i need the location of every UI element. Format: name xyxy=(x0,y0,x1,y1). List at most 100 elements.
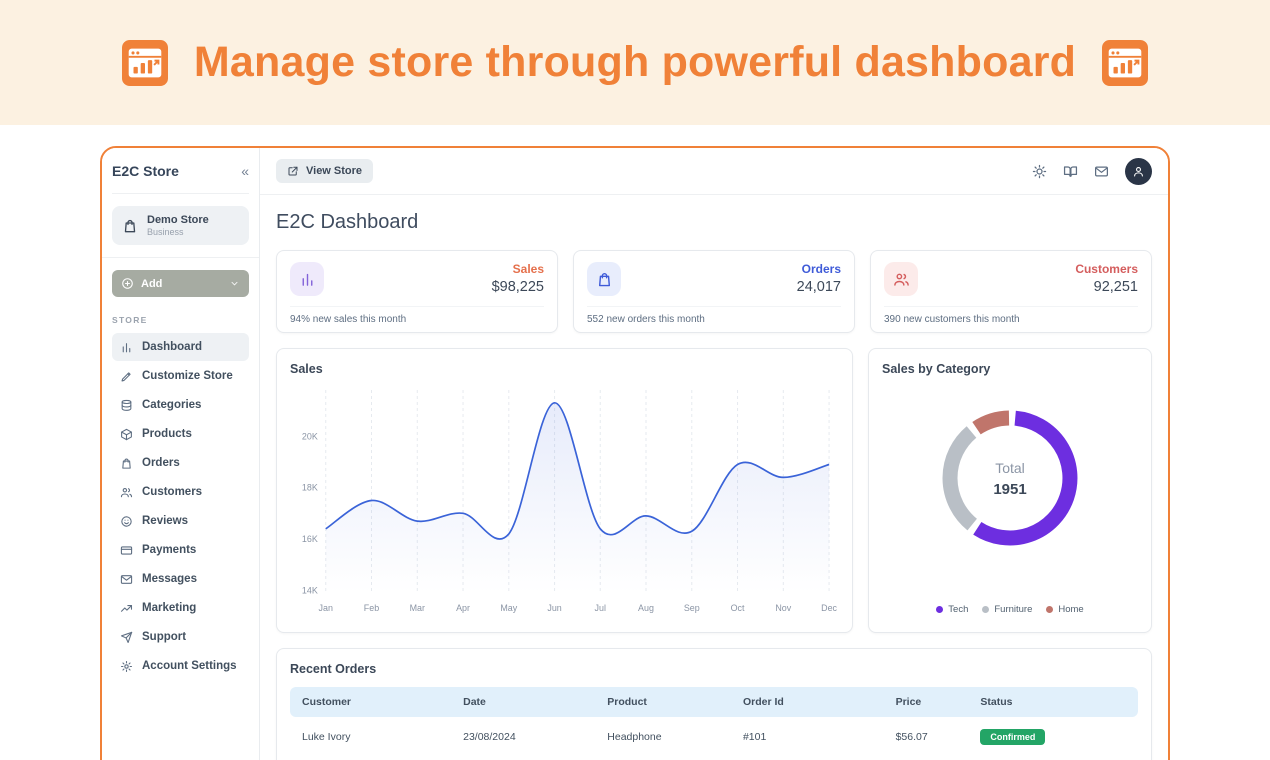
page-title: E2C Dashboard xyxy=(276,211,419,233)
sidebar-collapse-icon[interactable]: « xyxy=(241,162,249,179)
mail-icon xyxy=(120,573,133,586)
recent-orders-title: Recent Orders xyxy=(290,662,377,676)
chevron-down-icon xyxy=(229,278,240,289)
table-cell: #101 xyxy=(742,731,767,743)
sidebar-item-label: Customers xyxy=(142,486,203,498)
stat-caption: 94% new sales this month xyxy=(290,306,544,325)
svg-text:Jan: Jan xyxy=(319,603,333,613)
gear-icon xyxy=(120,660,133,673)
donut-wrap: Total 1951 xyxy=(882,394,1138,562)
sidebar-item-customize-store[interactable]: Customize Store xyxy=(112,362,249,390)
column-header-status: Status xyxy=(968,687,1138,717)
stat-label: Orders xyxy=(801,262,841,276)
donut-total-label: Total xyxy=(995,460,1025,476)
table-cell: Luke Ivory xyxy=(302,731,351,743)
column-header-price: Price xyxy=(883,687,969,717)
stat-value: 24,017 xyxy=(796,279,841,295)
svg-text:Jun: Jun xyxy=(547,603,561,613)
layers-icon xyxy=(120,399,133,412)
orders-table: Customer Date Product Order Id Price Status L… xyxy=(290,687,1138,757)
stat-caption: 390 new customers this month xyxy=(884,306,1138,325)
avatar[interactable] xyxy=(1125,157,1152,185)
stat-label: Sales xyxy=(512,262,544,276)
sidebar-item-messages[interactable]: Messages xyxy=(112,565,249,593)
sidebar-item-label: Payments xyxy=(142,544,197,556)
stats-row: Sales $98,225 94% new sales this month Orde… xyxy=(276,250,1152,333)
category-legend: Tech Furniture Home xyxy=(882,590,1138,619)
legend-item-home: Home xyxy=(1046,604,1084,615)
sidebar-item-marketing[interactable]: Marketing xyxy=(112,594,249,622)
sidebar: E2C Store « Demo Store Business Add STOR… xyxy=(102,148,260,760)
sidebar-item-products[interactable]: Products xyxy=(112,420,249,448)
stat-label: Customers xyxy=(1075,262,1138,276)
add-button-label: Add xyxy=(141,277,163,290)
svg-text:Sep: Sep xyxy=(684,603,700,613)
svg-text:Mar: Mar xyxy=(410,603,425,613)
svg-text:Apr: Apr xyxy=(456,603,470,613)
sidebar-item-label: Categories xyxy=(142,399,202,411)
topbar: View Store xyxy=(260,148,1168,195)
dashboard-content: E2C Dashboard Sales $98,225 94% new sales … xyxy=(260,195,1168,760)
svg-text:Aug: Aug xyxy=(638,603,654,613)
sidebar-item-label: Marketing xyxy=(142,602,197,614)
orders-table-head: Customer Date Product Order Id Price Status xyxy=(290,687,1138,717)
sidebar-item-account-settings[interactable]: Account Settings xyxy=(112,652,249,680)
bar-chart-icon xyxy=(290,262,324,296)
column-header-customer: Customer xyxy=(290,687,452,717)
brush-icon xyxy=(120,370,133,383)
add-button[interactable]: Add xyxy=(112,270,249,297)
view-store-button[interactable]: View Store xyxy=(276,159,374,183)
sidebar-item-categories[interactable]: Categories xyxy=(112,391,249,419)
table-header-row: Customer Date Product Order Id Price Status xyxy=(290,687,1138,717)
svg-text:Feb: Feb xyxy=(364,603,379,613)
sun-icon[interactable] xyxy=(1032,164,1047,179)
dashboard-logo-icon xyxy=(1102,39,1149,86)
svg-text:18K: 18K xyxy=(302,483,318,493)
sidebar-item-orders[interactable]: Orders xyxy=(112,449,249,477)
app-window: E2C Store « Demo Store Business Add STOR… xyxy=(100,146,1170,760)
svg-text:Jul: Jul xyxy=(595,603,606,613)
store-bag-icon xyxy=(122,218,138,234)
sidebar-item-label: Dashboard xyxy=(142,341,203,353)
sidebar-item-label: Customize Store xyxy=(142,370,233,382)
box-icon xyxy=(120,428,133,441)
brand-name: E2C Store xyxy=(112,162,179,179)
table-row[interactable]: Luke Ivory 23/08/2024 Headphone #101 $56.07 C… xyxy=(290,717,1138,757)
user-icon xyxy=(1132,165,1145,178)
stat-card-sales: Sales $98,225 94% new sales this month xyxy=(276,250,558,333)
bar-chart-icon xyxy=(120,341,133,354)
donut-total-value: 1951 xyxy=(993,481,1026,498)
trending-up-icon xyxy=(120,602,133,615)
table-cell-status: Confirmed xyxy=(968,717,1138,757)
table-cell: Headphone xyxy=(607,731,662,743)
category-donut-chart: Total 1951 xyxy=(942,410,1078,546)
book-open-icon[interactable] xyxy=(1063,164,1078,179)
table-cell: 23/08/2024 xyxy=(463,731,516,743)
bag-icon xyxy=(587,262,621,296)
svg-text:16K: 16K xyxy=(302,534,318,544)
sidebar-item-dashboard[interactable]: Dashboard xyxy=(112,333,249,361)
stat-value: 92,251 xyxy=(1093,279,1138,295)
mail-icon[interactable] xyxy=(1094,164,1109,179)
dashboard-logo-icon xyxy=(121,39,168,86)
stat-value: $98,225 xyxy=(491,279,544,295)
svg-text:20K: 20K xyxy=(302,431,318,441)
svg-text:Dec: Dec xyxy=(821,603,837,613)
sidebar-header: E2C Store « xyxy=(112,148,249,194)
send-icon xyxy=(120,631,133,644)
sidebar-item-customers[interactable]: Customers xyxy=(112,478,249,506)
column-header-order-id: Order Id xyxy=(730,687,884,717)
stat-card-orders: Orders 24,017 552 new orders this month xyxy=(573,250,855,333)
sales-line-chart: 14K 16K 18K 20K Jan Feb Mar Apr May Jun Jul Aug Sep O… xyxy=(302,390,838,613)
store-type: Business xyxy=(147,227,184,237)
column-header-date: Date xyxy=(451,687,596,717)
view-store-label: View Store xyxy=(306,165,363,177)
sales-chart-title: Sales xyxy=(290,362,323,376)
sidebar-item-payments[interactable]: Payments xyxy=(112,536,249,564)
svg-text:Oct: Oct xyxy=(731,603,745,613)
banner-title: Manage store through powerful dashboard xyxy=(193,38,1077,86)
store-switcher[interactable]: Demo Store Business xyxy=(112,206,249,245)
sidebar-item-reviews[interactable]: Reviews xyxy=(112,507,249,535)
sidebar-item-label: Support xyxy=(142,631,187,643)
sidebar-item-support[interactable]: Support xyxy=(112,623,249,651)
